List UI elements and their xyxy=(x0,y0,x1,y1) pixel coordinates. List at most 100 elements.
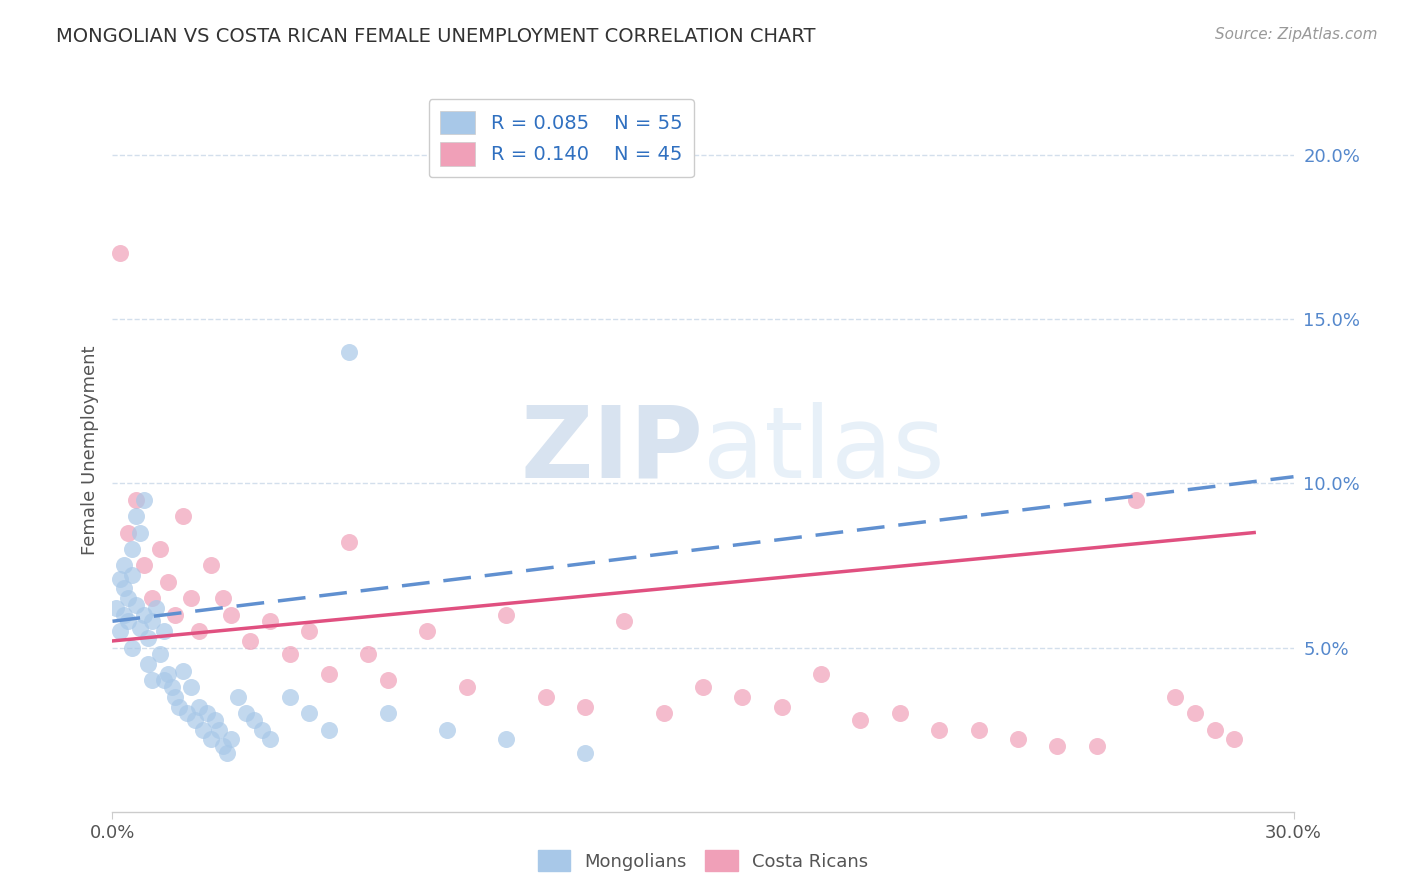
Point xyxy=(613,614,636,628)
Point xyxy=(204,713,226,727)
Point xyxy=(152,673,174,688)
Point xyxy=(184,713,207,727)
Point xyxy=(165,690,187,704)
Point xyxy=(259,614,281,628)
Point xyxy=(377,673,399,688)
Point xyxy=(298,624,321,639)
Point xyxy=(112,558,135,573)
Text: MONGOLIAN VS COSTA RICAN FEMALE UNEMPLOYMENT CORRELATION CHART: MONGOLIAN VS COSTA RICAN FEMALE UNEMPLOY… xyxy=(56,27,815,45)
Point xyxy=(200,558,222,573)
Point xyxy=(1164,690,1187,704)
Point xyxy=(110,246,132,260)
Point xyxy=(129,621,152,635)
Point xyxy=(141,614,163,628)
Point xyxy=(692,680,714,694)
Point xyxy=(495,732,517,747)
Point xyxy=(132,558,155,573)
Text: atlas: atlas xyxy=(703,402,945,499)
Point xyxy=(211,591,233,606)
Point xyxy=(165,607,187,622)
Point xyxy=(188,624,211,639)
Point xyxy=(1204,723,1226,737)
Point xyxy=(117,591,139,606)
Point xyxy=(337,345,360,359)
Point xyxy=(652,706,675,721)
Point xyxy=(169,699,191,714)
Point xyxy=(416,624,439,639)
Point xyxy=(132,607,155,622)
Point xyxy=(188,699,211,714)
Point xyxy=(145,601,167,615)
Point xyxy=(110,572,132,586)
Point xyxy=(889,706,911,721)
Point xyxy=(208,723,231,737)
Point xyxy=(141,673,163,688)
Point xyxy=(105,601,128,615)
Y-axis label: Female Unemployment: Female Unemployment xyxy=(80,346,98,555)
Point xyxy=(136,657,159,671)
Point xyxy=(928,723,950,737)
Point xyxy=(849,713,872,727)
Point xyxy=(219,732,242,747)
Point xyxy=(180,680,202,694)
Point xyxy=(1184,706,1206,721)
Point xyxy=(110,624,132,639)
Point xyxy=(228,690,250,704)
Point xyxy=(136,631,159,645)
Point xyxy=(160,680,183,694)
Point xyxy=(219,607,242,622)
Point xyxy=(259,732,281,747)
Point xyxy=(125,492,148,507)
Point xyxy=(495,607,517,622)
Point xyxy=(239,634,262,648)
Point xyxy=(152,624,174,639)
Point xyxy=(125,598,148,612)
Point xyxy=(377,706,399,721)
Point xyxy=(574,699,596,714)
Point xyxy=(195,706,218,721)
Point xyxy=(180,591,202,606)
Point xyxy=(1085,739,1108,753)
Point xyxy=(810,666,832,681)
Point xyxy=(574,746,596,760)
Point xyxy=(176,706,198,721)
Point xyxy=(129,525,152,540)
Point xyxy=(250,723,273,737)
Point xyxy=(731,690,754,704)
Point xyxy=(211,739,233,753)
Point xyxy=(121,568,143,582)
Point xyxy=(121,541,143,556)
Point xyxy=(235,706,257,721)
Point xyxy=(215,746,238,760)
Legend: R = 0.085    N = 55, R = 0.140    N = 45: R = 0.085 N = 55, R = 0.140 N = 45 xyxy=(429,99,695,178)
Point xyxy=(770,699,793,714)
Point xyxy=(172,509,194,524)
Point xyxy=(117,525,139,540)
Point xyxy=(337,535,360,549)
Point xyxy=(156,574,179,589)
Point xyxy=(1046,739,1069,753)
Point xyxy=(121,640,143,655)
Point xyxy=(141,591,163,606)
Point xyxy=(534,690,557,704)
Point xyxy=(278,647,301,661)
Point xyxy=(1007,732,1029,747)
Point xyxy=(191,723,214,737)
Point xyxy=(357,647,380,661)
Point xyxy=(318,723,340,737)
Point xyxy=(117,614,139,628)
Point xyxy=(172,664,194,678)
Point xyxy=(967,723,990,737)
Point xyxy=(149,647,172,661)
Point xyxy=(112,582,135,596)
Point xyxy=(149,541,172,556)
Point xyxy=(278,690,301,704)
Point xyxy=(318,666,340,681)
Point xyxy=(1125,492,1147,507)
Point xyxy=(112,607,135,622)
Point xyxy=(298,706,321,721)
Point xyxy=(243,713,266,727)
Point xyxy=(156,666,179,681)
Point xyxy=(456,680,478,694)
Point xyxy=(200,732,222,747)
